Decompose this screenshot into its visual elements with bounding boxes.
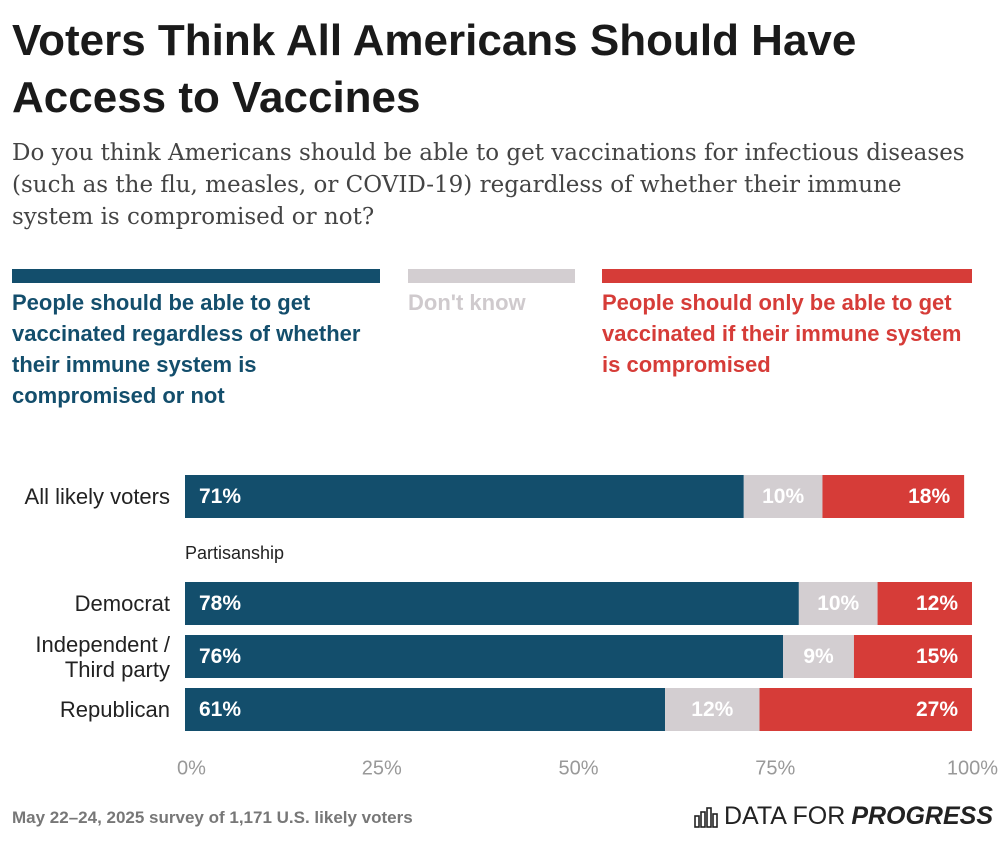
value-label: 9% [803,645,834,668]
bar-segment [798,582,878,625]
value-label: 71% [199,485,241,508]
group-label: Partisanship [185,543,285,563]
bar-segment [185,635,784,678]
bar-segment [783,635,854,678]
legend-label: People should be able to get vaccinated … [12,290,361,408]
value-label: 78% [199,592,241,615]
bar-segment [822,475,965,518]
bar-segment [185,475,744,518]
bar-segment [185,688,666,731]
value-label: 15% [916,645,958,668]
chart-title: Voters Think All Americans Should Have A… [12,16,857,122]
value-label: 18% [908,485,950,508]
subtitle: Do you think Americans should be able to… [12,140,965,230]
value-label: 12% [916,592,958,615]
legend-swatch [408,269,575,283]
category-label: All likely voters [24,484,170,509]
bar-segment [853,635,972,678]
value-label: 12% [691,698,733,721]
legend-swatch [602,269,972,283]
source: May 22–24, 2025 survey of 1,171 U.S. lik… [12,808,413,827]
legend-label: People should only be able to get vaccin… [602,290,962,377]
bar-segment [743,475,823,518]
x-tick-label: 50% [558,757,598,779]
x-tick-label: 100% [947,757,998,779]
legend-label: Don't know [408,290,526,315]
logo-text: PROGRESS [851,802,994,830]
logo-text: DATA FOR [724,802,846,830]
value-label: 76% [199,645,241,668]
x-tick-label: 25% [362,757,402,779]
value-label: 27% [916,698,958,721]
value-label: 10% [817,592,859,615]
x-tick-label: 75% [755,757,795,779]
logo: DATA FOR PROGRESS [694,802,993,831]
bar-segment [877,582,972,625]
logo-icon [694,806,718,828]
legend-swatch [12,269,380,283]
bar-segment [665,688,760,731]
category-label: Independent / Third party [35,631,170,682]
x-tick-label: 0% [177,757,206,779]
bar-segment [185,582,799,625]
value-label: 10% [762,485,804,508]
bar-segment [759,688,972,731]
category-label: Republican [59,697,170,722]
value-label: 61% [199,698,241,721]
category-label: Democrat [74,591,170,616]
